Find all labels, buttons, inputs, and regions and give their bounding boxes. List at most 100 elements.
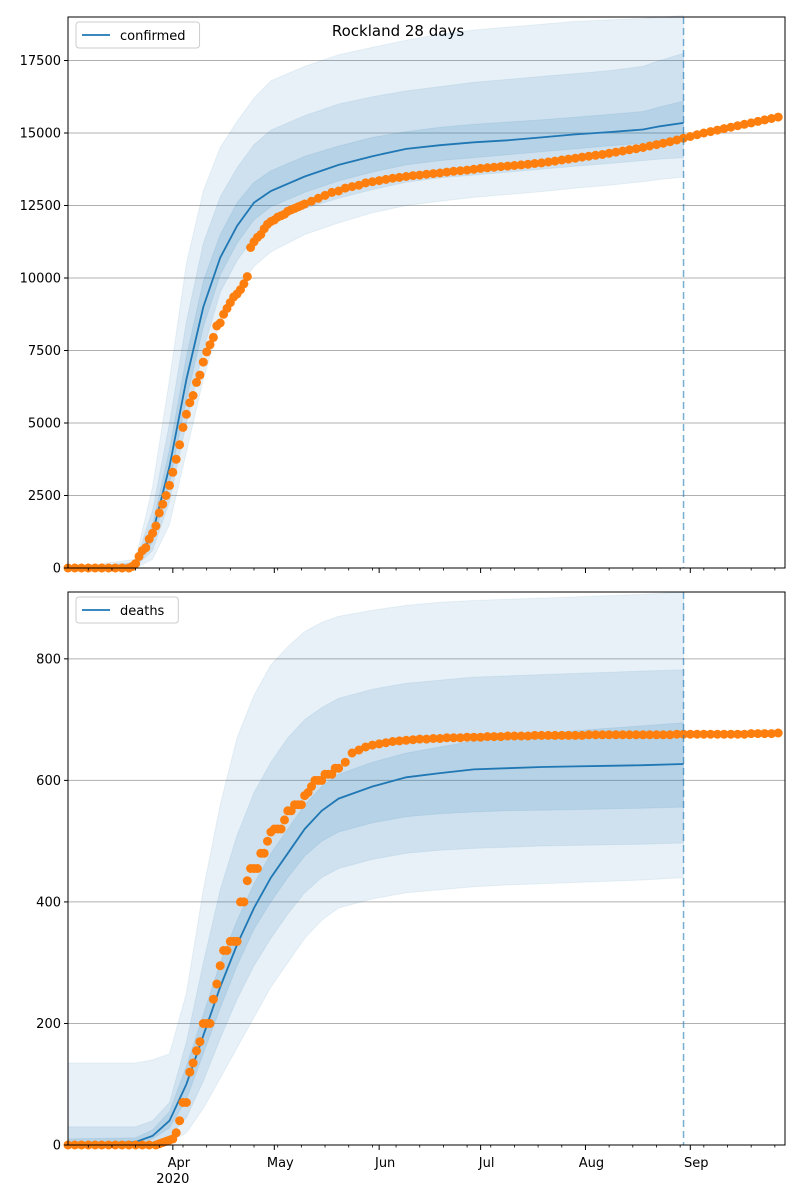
observed-point	[618, 146, 628, 156]
observed-point	[577, 152, 587, 162]
observed-point	[476, 163, 486, 173]
observed-point	[394, 736, 404, 746]
observed-point	[192, 1046, 201, 1056]
observed-point	[773, 112, 783, 122]
observed-point	[712, 729, 722, 739]
observed-point	[611, 147, 621, 157]
observed-point	[516, 731, 526, 741]
observed-point	[597, 730, 607, 740]
observed-point	[401, 172, 411, 181]
observed-point	[706, 127, 716, 137]
observed-point	[482, 732, 492, 742]
observed-point	[726, 122, 736, 132]
observed-point	[222, 946, 232, 955]
model-line	[67, 763, 684, 1146]
observed-point	[171, 454, 181, 464]
observed-point	[165, 480, 174, 490]
y-tick-label: 17500	[20, 54, 61, 69]
observed-point	[181, 409, 191, 419]
y-tick-label: 800	[36, 652, 61, 667]
observed-point	[327, 187, 337, 197]
observed-point	[523, 731, 533, 741]
observed-point	[151, 521, 161, 531]
observed-point	[435, 734, 445, 743]
observed-point	[618, 730, 628, 740]
observed-point	[208, 332, 218, 342]
observed-point	[215, 961, 225, 971]
observed-point	[449, 166, 459, 176]
observed-point	[158, 499, 168, 509]
x-year-label: 2020	[156, 1172, 189, 1187]
y-tick-label: 2500	[28, 489, 61, 504]
x-tick-label: Jul	[478, 1156, 495, 1171]
observed-point	[408, 171, 418, 181]
observed-point	[577, 730, 587, 740]
observed-point	[638, 143, 648, 152]
observed-point	[422, 169, 431, 179]
observed-point	[148, 528, 158, 538]
observed-point	[239, 279, 249, 289]
observed-point	[672, 729, 682, 739]
observed-point	[428, 169, 438, 179]
observed-point	[557, 730, 567, 740]
observed-point	[726, 729, 736, 739]
observed-point	[462, 165, 472, 175]
x-tick-label: Apr	[168, 1156, 191, 1171]
axes-frame	[67, 16, 786, 569]
observed-point	[550, 730, 560, 740]
observed-point	[658, 138, 668, 148]
x-axis-labels: Apr May Jun Jul Aug Sep 2020	[156, 1156, 708, 1187]
observed-point	[658, 730, 668, 740]
observed-point	[631, 144, 641, 154]
observed-point	[195, 1037, 205, 1047]
observed-point	[753, 116, 763, 126]
observed-point	[215, 318, 225, 328]
observed-point	[489, 162, 499, 172]
observed-point	[131, 559, 141, 569]
observed-point	[496, 732, 506, 742]
observed-point	[171, 1128, 181, 1138]
observed-point	[685, 132, 695, 141]
observed-point	[428, 734, 438, 743]
observed-point	[482, 163, 492, 173]
legend-label: confirmed	[120, 29, 186, 44]
observed-point	[496, 162, 506, 172]
observed-point	[394, 172, 404, 182]
observed-point	[367, 740, 377, 750]
observed-point	[665, 137, 675, 147]
observed-point	[280, 815, 289, 825]
y-tick-label: 200	[36, 1017, 61, 1032]
observed-point	[523, 159, 533, 169]
observed-point	[242, 876, 252, 886]
y-tick-label: 5000	[28, 417, 61, 432]
observed-point	[242, 272, 252, 282]
observed-point	[334, 763, 344, 773]
observed-point	[767, 729, 776, 739]
observed-point	[252, 864, 262, 873]
observed-point	[415, 734, 425, 744]
observed-point	[239, 897, 249, 907]
observed-point	[381, 738, 391, 748]
observed-point	[435, 168, 445, 178]
observed-point	[509, 731, 519, 741]
observed-point	[746, 118, 756, 128]
observed-point	[753, 729, 763, 739]
observed-point	[564, 154, 573, 164]
observed-point	[739, 729, 749, 739]
observed-point	[712, 125, 722, 135]
observed-point	[760, 115, 770, 125]
observed-point	[746, 729, 756, 739]
observed-point	[597, 150, 607, 159]
x-tick-label: Jun	[374, 1156, 395, 1171]
observed-point	[449, 733, 459, 743]
observed-point	[188, 391, 198, 400]
observed-point	[469, 732, 479, 742]
observed-point	[652, 140, 661, 150]
observed-point	[175, 1116, 185, 1126]
y-tick-label: 12500	[20, 199, 61, 214]
observed-point	[168, 467, 178, 477]
observed-point	[192, 377, 201, 387]
observed-point	[455, 733, 465, 743]
x-tick-label: Sep	[684, 1156, 709, 1171]
